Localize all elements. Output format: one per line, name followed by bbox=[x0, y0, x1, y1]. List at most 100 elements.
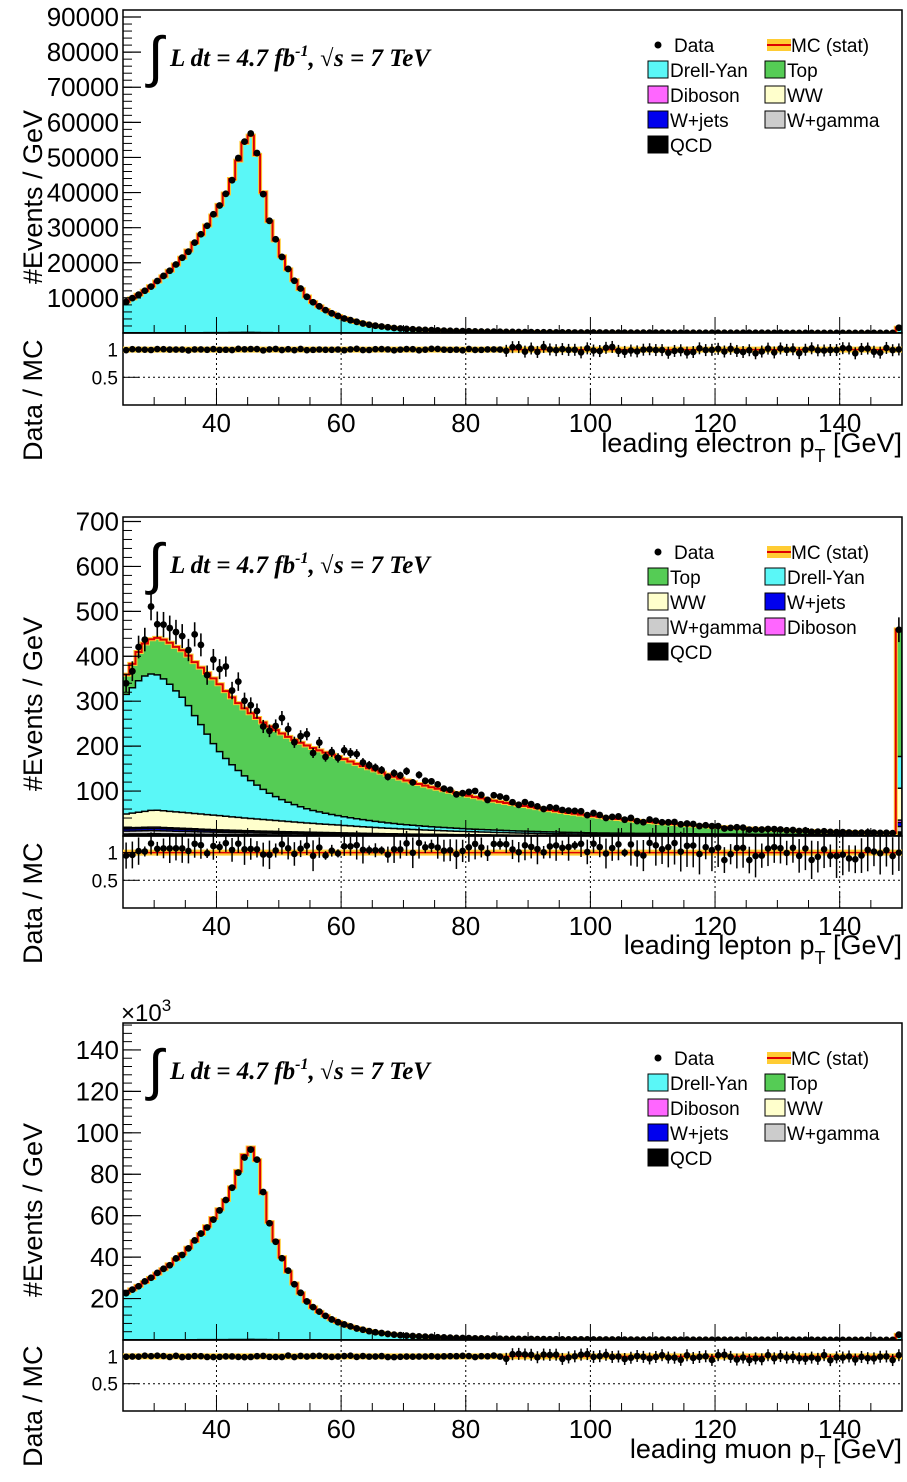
ratio-point bbox=[665, 844, 672, 851]
ratio-point bbox=[491, 841, 498, 848]
data-point bbox=[310, 750, 317, 757]
data-point bbox=[584, 812, 591, 819]
ratio-point bbox=[254, 346, 261, 353]
y-tick-label: 80000 bbox=[47, 37, 119, 67]
data-point bbox=[210, 656, 217, 663]
data-point bbox=[166, 1262, 173, 1269]
ratio-point bbox=[341, 843, 348, 850]
ratio-point bbox=[889, 853, 896, 860]
ratio-point bbox=[391, 1354, 398, 1361]
legend-entry: Drell-Yan bbox=[765, 568, 865, 589]
data-point bbox=[465, 789, 472, 796]
ratio-point bbox=[640, 346, 647, 353]
legend-marker-qcd bbox=[648, 643, 668, 660]
ratio-point bbox=[846, 855, 853, 862]
legend-entry: WW bbox=[765, 86, 823, 107]
ratio-point bbox=[441, 1353, 448, 1360]
ratio-point bbox=[453, 346, 460, 353]
ratio-point bbox=[596, 844, 603, 851]
ratio-point bbox=[839, 851, 846, 858]
data-point bbox=[814, 828, 821, 835]
ratio-point bbox=[459, 848, 466, 855]
legend-entry: WW bbox=[765, 1099, 823, 1120]
ratio-point bbox=[229, 1353, 236, 1360]
legend-marker-top bbox=[765, 61, 785, 78]
chart-panel-1: 1000020000300004000050000600007000080000… bbox=[18, 2, 902, 466]
data-point bbox=[497, 328, 504, 335]
legend-marker-ww bbox=[765, 1099, 785, 1116]
legend-marker-top bbox=[648, 568, 668, 585]
ratio-point bbox=[503, 348, 510, 355]
data-point bbox=[409, 1333, 416, 1340]
data-point bbox=[509, 329, 516, 336]
data-point bbox=[191, 239, 198, 246]
data-point bbox=[279, 1255, 286, 1262]
ratio-point bbox=[572, 842, 579, 849]
ratio-point bbox=[584, 849, 591, 856]
legend-entry: W+gamma bbox=[765, 1124, 880, 1145]
data-point bbox=[160, 273, 167, 280]
y-tick-label: 20 bbox=[90, 1284, 119, 1314]
legend-label: Top bbox=[787, 61, 818, 82]
ratio-point bbox=[372, 847, 379, 854]
ratio-point bbox=[509, 1351, 516, 1358]
ratio-point bbox=[553, 842, 560, 849]
ratio-point bbox=[204, 850, 211, 857]
data-point bbox=[266, 727, 273, 734]
x-tick-label: 80 bbox=[451, 408, 480, 438]
data-point bbox=[428, 778, 435, 785]
data-point bbox=[416, 326, 423, 333]
legend-marker-diboson bbox=[648, 1099, 668, 1116]
y-tick-label: 30000 bbox=[47, 213, 119, 243]
ratio-point bbox=[553, 1351, 560, 1358]
legend-entry: Diboson bbox=[648, 1099, 740, 1120]
data-point bbox=[459, 790, 466, 797]
legend-label: W+jets bbox=[787, 593, 846, 614]
ratio-point bbox=[297, 1353, 304, 1360]
ratio-point bbox=[540, 1351, 547, 1358]
data-point bbox=[366, 1328, 373, 1335]
ratio-point bbox=[609, 845, 616, 852]
data-point bbox=[758, 826, 765, 833]
ratio-point bbox=[366, 847, 373, 854]
ratio-point bbox=[409, 849, 416, 856]
ratio-point bbox=[702, 844, 709, 851]
ratio-point bbox=[534, 1354, 541, 1361]
ratio-point bbox=[609, 344, 616, 351]
legend-label: Diboson bbox=[670, 86, 740, 107]
data-point bbox=[254, 1156, 261, 1163]
ratio-point bbox=[677, 848, 684, 855]
ratio-point bbox=[777, 1353, 784, 1360]
ratio-point bbox=[353, 346, 360, 353]
ratio-point bbox=[353, 1354, 360, 1361]
ratio-point bbox=[441, 847, 448, 854]
data-point bbox=[204, 672, 211, 679]
data-point bbox=[322, 753, 329, 760]
data-point bbox=[303, 731, 310, 738]
ratio-point bbox=[534, 846, 541, 853]
lumi-label: L dt = 4.7 fb-1, bbox=[169, 1056, 315, 1085]
data-point bbox=[522, 329, 529, 336]
x-tick-label: 100 bbox=[569, 1414, 612, 1444]
ratio-point bbox=[677, 347, 684, 354]
ratio-point bbox=[547, 346, 554, 353]
x-axis-label-sub: T bbox=[814, 948, 825, 968]
legend-label: Drell-Yan bbox=[670, 61, 748, 82]
ratio-point bbox=[310, 1353, 317, 1360]
ratio-point bbox=[191, 840, 198, 847]
ratio-point bbox=[341, 1353, 348, 1360]
ratio-point bbox=[702, 347, 709, 354]
y-tick-label: 70000 bbox=[47, 72, 119, 102]
ratio-point bbox=[397, 346, 404, 353]
legend-marker-wjets bbox=[648, 111, 668, 128]
ratio-point bbox=[503, 1356, 510, 1363]
data-point bbox=[852, 829, 859, 836]
x-tick-label: 40 bbox=[202, 911, 231, 941]
data-point bbox=[154, 278, 161, 285]
data-point bbox=[347, 317, 354, 324]
ratio-point bbox=[316, 844, 323, 851]
ratio-y-tick-label: 1 bbox=[107, 844, 118, 865]
data-point bbox=[353, 318, 360, 325]
data-point bbox=[871, 829, 878, 836]
y-tick-label: 80 bbox=[90, 1159, 119, 1189]
